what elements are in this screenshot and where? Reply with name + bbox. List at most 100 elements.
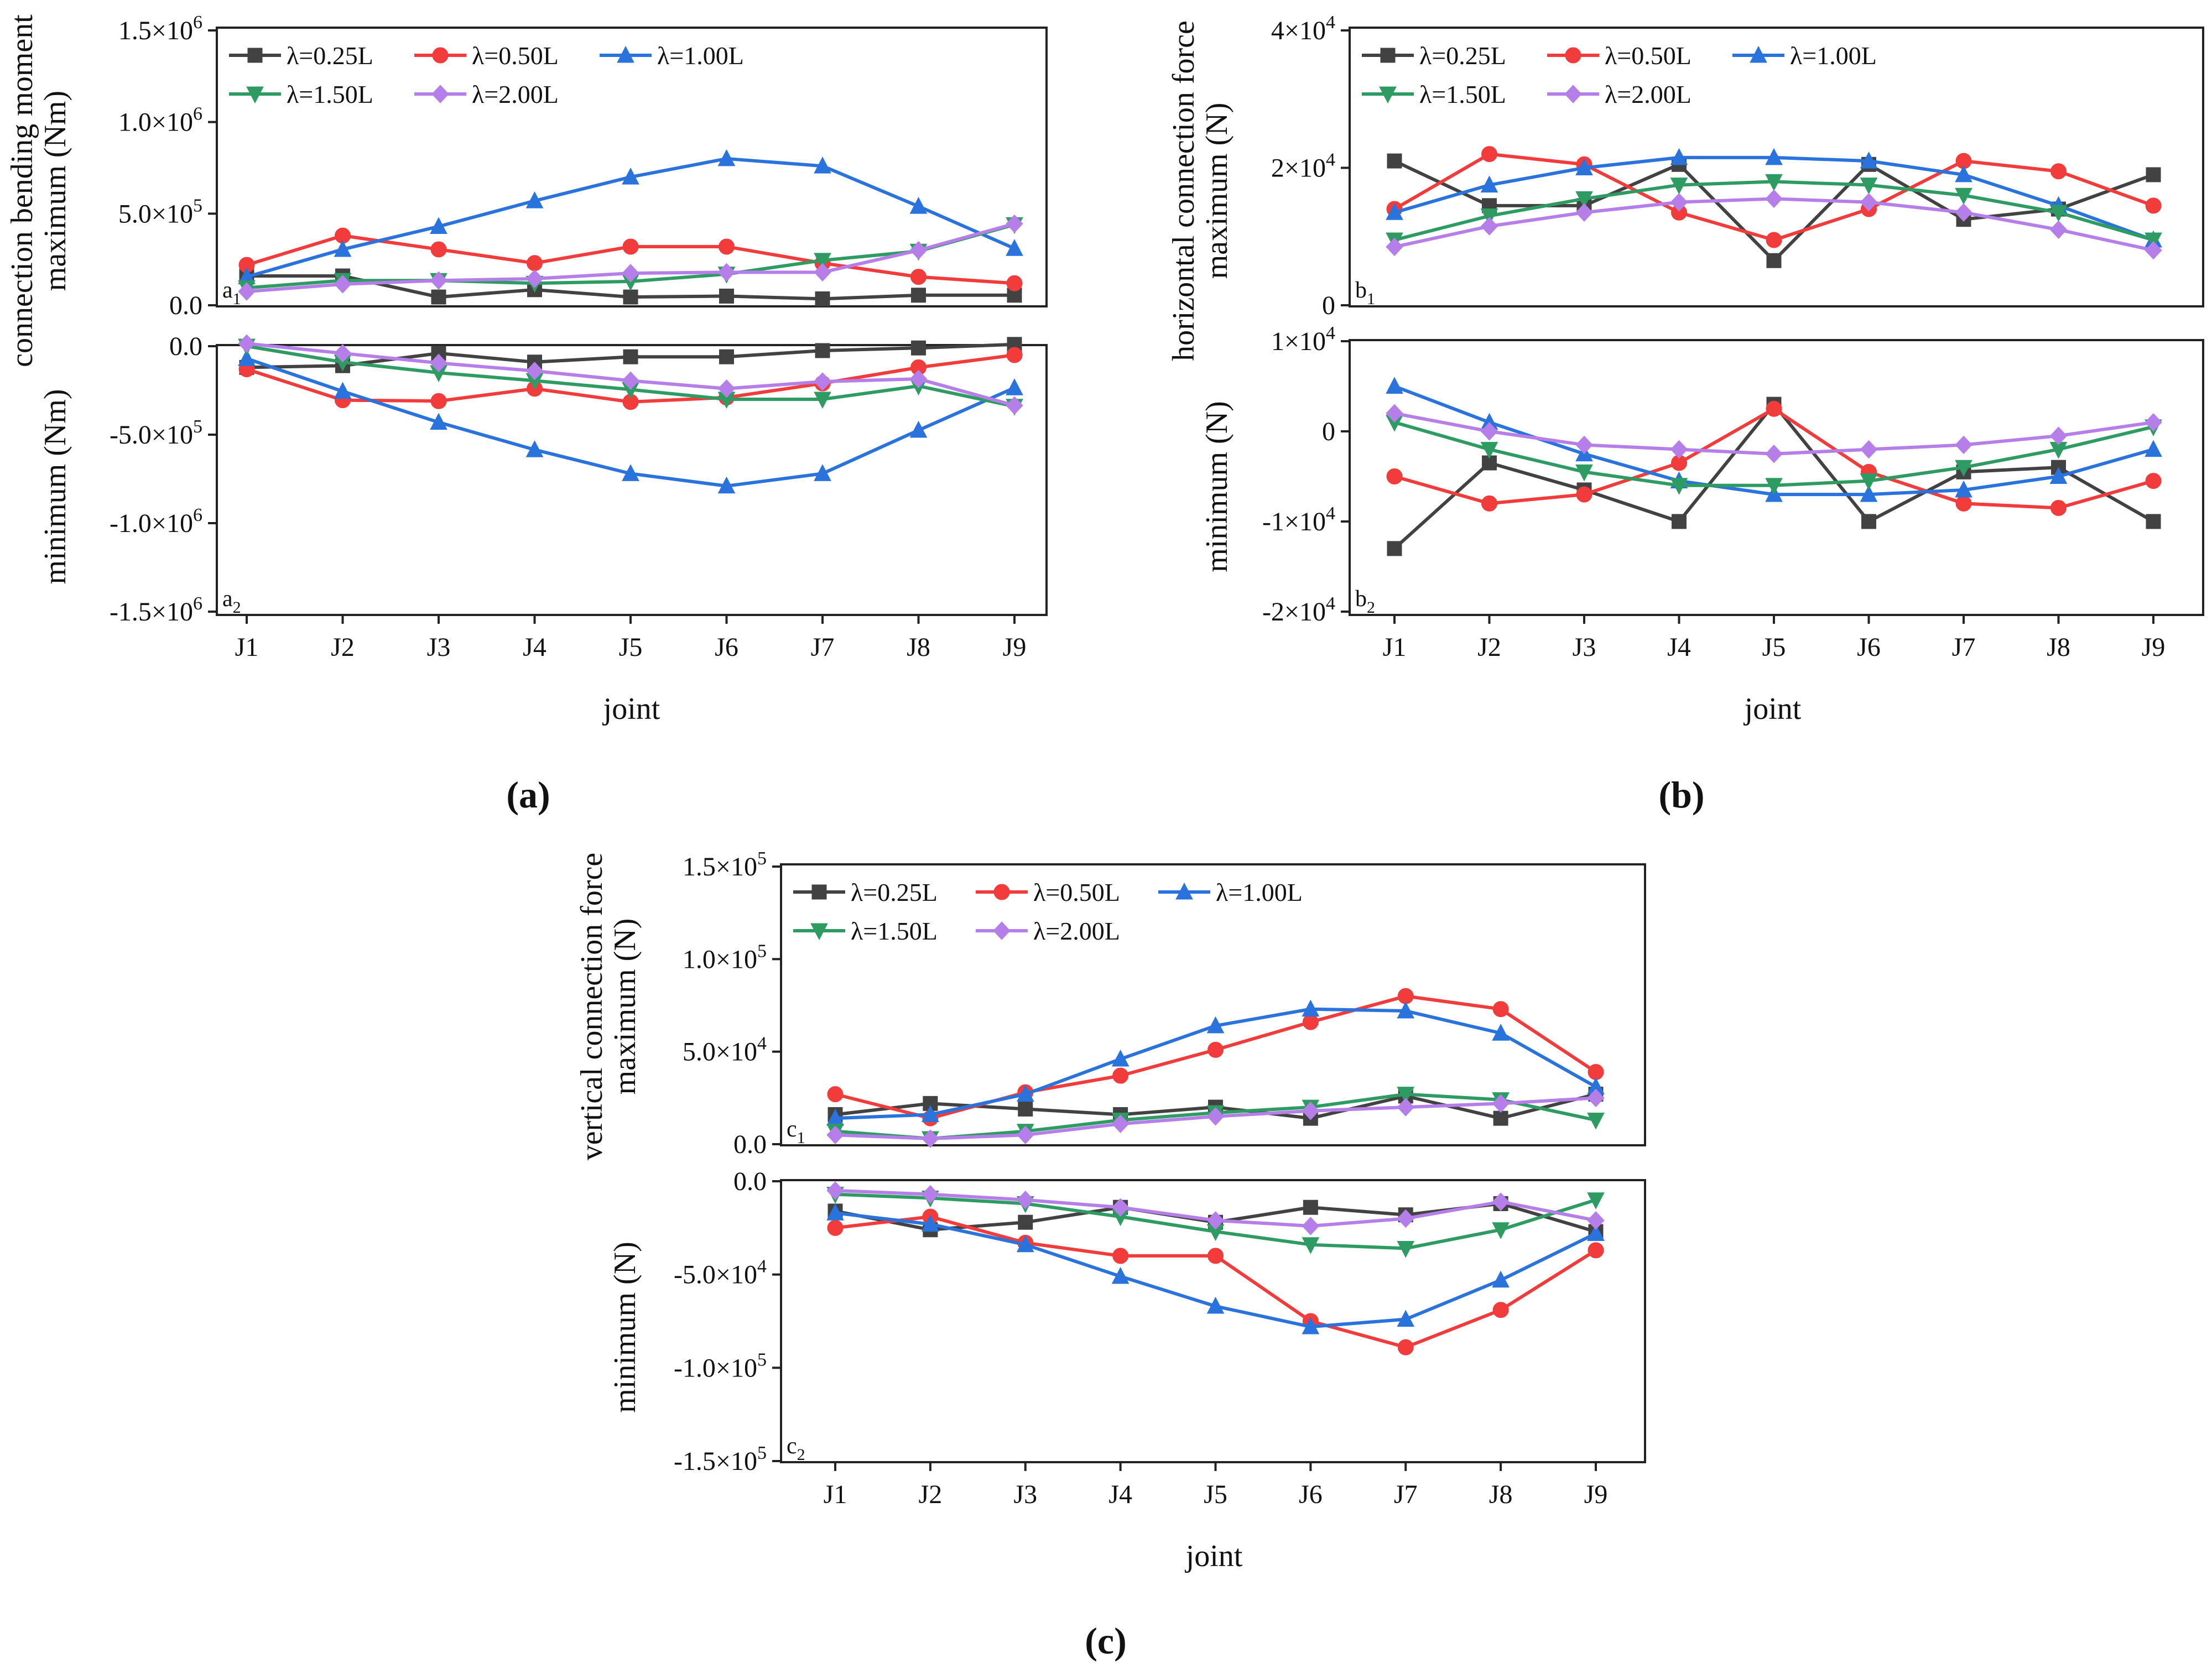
- x-tick-label-a2-8: J9: [1003, 633, 1027, 662]
- panel-frame-b2: [1349, 339, 2204, 616]
- x-tick-label-a2-0: J1: [235, 633, 259, 662]
- legend-marker-c1-3: [810, 923, 828, 941]
- x-tick-label-a2-7: J8: [907, 633, 930, 662]
- point-a2-1-8: [1006, 347, 1023, 363]
- point-a1-2-2: [430, 217, 447, 234]
- point-c2-0-2: [1018, 1214, 1033, 1230]
- point-c1-2-2: [1016, 1084, 1034, 1102]
- point-b1-4-5: [1860, 192, 1878, 212]
- legend-label-a1-4: λ=2.00L: [472, 80, 559, 108]
- point-a2-4-8: [1006, 396, 1023, 415]
- point-c1-1-4: [1208, 1041, 1224, 1058]
- point-c2-4-5: [1302, 1217, 1320, 1235]
- point-c2-4-6: [1397, 1209, 1414, 1228]
- point-c2-1-4: [1208, 1248, 1224, 1264]
- legend-label-a1-0: λ=0.25L: [287, 41, 373, 70]
- point-c2-1-6: [1397, 1339, 1414, 1355]
- point-a2-2-4: [622, 464, 639, 481]
- y-title-a1-line2: maximum (Nm): [38, 91, 72, 291]
- legend-marker-a1-2: [617, 45, 634, 63]
- point-b1-2-2: [1575, 158, 1593, 175]
- point-a2-1-2: [430, 393, 447, 409]
- point-b1-0-8: [2146, 167, 2161, 182]
- y-title-b1-line2: maximum (N): [1200, 103, 1234, 279]
- y-tick-label-b1-1: 2×104: [1271, 150, 1335, 183]
- x-tick-label-c2-2: J3: [1013, 1480, 1037, 1509]
- point-a1-4-2: [430, 271, 447, 290]
- point-b1-4-0: [1386, 237, 1403, 257]
- point-c2-4-4: [1206, 1211, 1225, 1230]
- point-a1-0-4: [623, 289, 638, 305]
- point-c1-1-0: [827, 1086, 844, 1103]
- y-tick-label-c1-3: 1.5×105: [683, 848, 767, 882]
- point-b2-2-6: [1955, 480, 1972, 498]
- point-a2-0-4: [623, 349, 638, 364]
- legend-label-a1-1: λ=0.50L: [472, 41, 559, 70]
- point-b2-0-5: [1861, 514, 1876, 529]
- point-c1-2-6: [1397, 1001, 1415, 1019]
- point-c1-4-4: [1206, 1107, 1225, 1126]
- legend-label-c1-0: λ=0.25L: [851, 878, 938, 906]
- point-c1-4-8: [1587, 1088, 1605, 1108]
- point-a2-4-4: [622, 371, 639, 390]
- point-b2-2-0: [1386, 377, 1403, 394]
- legend-label-a1-2: λ=1.00L: [657, 41, 744, 70]
- x-tick-label-b2-7: J8: [2047, 633, 2070, 662]
- point-a2-4-7: [909, 369, 928, 388]
- y-tick-label-a1-0: 0.0: [169, 291, 202, 320]
- point-b2-3-6: [1955, 460, 1972, 477]
- point-c2-1-0: [827, 1219, 844, 1236]
- subfigure-label-b: (b): [1658, 774, 1704, 816]
- point-b1-2-0: [1386, 203, 1403, 220]
- point-b1-3-7: [2049, 205, 2068, 222]
- y-tick-label-a1-2: 1.0×106: [118, 104, 202, 137]
- x-tick-label-b2-0: J1: [1383, 633, 1407, 662]
- point-a2-2-6: [814, 464, 831, 481]
- point-a1-0-6: [815, 291, 830, 306]
- point-c2-4-1: [922, 1185, 939, 1204]
- y-tick-label-b1-2: 4×104: [1271, 12, 1335, 45]
- point-c2-4-7: [1492, 1192, 1510, 1211]
- legend-marker-a1-0: [247, 48, 263, 63]
- point-b2-1-6: [1955, 495, 1972, 512]
- point-b1-3-3: [1670, 178, 1688, 195]
- point-c2-1-3: [1112, 1248, 1129, 1264]
- point-c2-2-8: [1587, 1224, 1605, 1241]
- x-tick-label-c2-5: J6: [1299, 1480, 1323, 1509]
- point-c1-0-7: [1493, 1110, 1508, 1126]
- chart-text: 0.0 5.0×105 1.0×106 1.5×106 a1 λ=0.25L λ=0.50L…: [5, 12, 2165, 1662]
- legend-label-c1-4: λ=2.00L: [1033, 917, 1120, 945]
- point-b2-1-2: [1576, 486, 1592, 503]
- point-c2-2-7: [1492, 1270, 1510, 1288]
- point-a1-1-8: [1006, 275, 1023, 291]
- point-a1-4-6: [814, 263, 831, 282]
- point-a1-4-0: [238, 282, 256, 301]
- point-a1-1-3: [527, 255, 543, 272]
- point-b1-4-4: [1765, 189, 1783, 208]
- point-a1-0-7: [911, 288, 926, 303]
- x-title-a: joint: [602, 692, 660, 726]
- point-b2-4-1: [1480, 422, 1498, 441]
- y-tick-label-b2-1: 0: [1322, 417, 1335, 446]
- point-b2-3-4: [1765, 478, 1783, 495]
- point-b2-4-6: [1955, 435, 1972, 455]
- point-a2-2-7: [909, 420, 928, 438]
- x-tick-label-c2-4: J5: [1204, 1480, 1227, 1509]
- panel-frames: [208, 27, 2204, 1471]
- x-tick-label-b2-1: J2: [1477, 633, 1501, 662]
- point-b1-1-4: [1766, 232, 1782, 248]
- point-a1-0-2: [431, 289, 446, 305]
- point-c1-2-5: [1302, 999, 1320, 1017]
- point-a2-0-7: [911, 340, 926, 356]
- point-b2-4-5: [1860, 440, 1878, 459]
- point-c1-3-8: [1587, 1112, 1605, 1130]
- point-a2-2-1: [334, 382, 352, 399]
- point-b2-0-0: [1387, 541, 1402, 556]
- point-b2-3-2: [1575, 464, 1593, 482]
- legend-label-b1-0: λ=0.25L: [1419, 41, 1506, 70]
- point-b2-0-3: [1672, 514, 1687, 529]
- panel-tag-c2: c2: [787, 1433, 805, 1464]
- legend-label-b1-3: λ=1.50L: [1419, 80, 1506, 108]
- x-tick-label-a2-6: J7: [811, 633, 835, 662]
- point-c2-2-3: [1111, 1266, 1130, 1284]
